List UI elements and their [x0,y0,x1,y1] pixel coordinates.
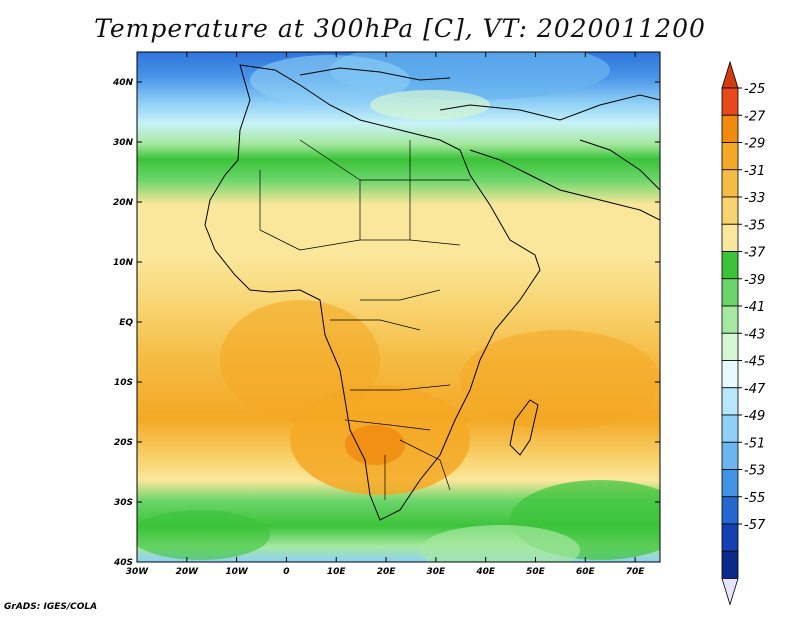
colorbar-label: -57 [744,518,766,533]
colorbar-swatch [721,251,739,280]
lon-tick-label: 50E [526,567,546,577]
colorbar-label: -47 [744,382,766,397]
colorbar-label: -37 [744,246,766,261]
colorbar-swatch [721,332,739,361]
coastlines [204,64,660,521]
colorbar-label: -49 [744,409,765,424]
lon-tick-label: 70E [626,567,646,577]
lon-tick-label: 30E [427,567,447,577]
colorbar-swatch [721,441,739,470]
colorbar-label: -43 [744,327,765,342]
colorbar-label: -27 [744,109,766,124]
plot-frame [136,51,661,563]
lon-tick-label: 60E [576,567,596,577]
colorbar-label: -29 [744,137,765,152]
lon-tick-label: 20W [176,567,200,577]
colorbar-label: -35 [744,218,765,233]
colorbar-swatch [721,496,739,525]
credit-text: GrADS: IGES/COLA [4,602,98,612]
colorbar-label: -41 [744,300,765,315]
colorbar-label: -55 [744,491,765,506]
longitude-axis: 30W 20W 10W 0 10E 20E 30E 40E 50E 60E 70E [126,52,646,577]
lon-tick-label: 40E [475,567,496,577]
colorbar-bottom-arrow [721,578,739,606]
map-title: Temperature at 300hPa [C], VT: 202001120… [94,14,706,43]
colorbar-swatch [721,360,739,389]
colorbar-swatch [721,223,739,252]
colorbar-swatch [721,87,739,116]
lat-tick-label: 30N [113,138,134,148]
country-borders [259,139,470,500]
lat-tick-label: 40S [113,558,133,568]
lat-tick-label: EQ [119,318,133,328]
colorbar-label: -51 [744,436,765,451]
colorbar-swatch [721,550,739,579]
lat-tick-label: 20S [114,438,133,448]
colorbar: -25 -27 -29 -31 -33 -35 -37 -39 -41 -43 -45 -47 -49 -… [721,60,766,606]
temperature-field [137,52,660,562]
lat-tick-label: 30S [114,498,133,508]
colorbar-label: -25 [744,82,765,97]
colorbar-swatch [721,469,739,498]
lat-tick-label: 10N [113,258,134,268]
lat-tick-label: 10S [114,378,133,388]
colorbar-swatch [721,305,739,334]
lon-tick-label: 0 [283,567,289,577]
colorbar-swatch [721,278,739,307]
colorbar-swatch [721,196,739,225]
lat-tick-label: 20N [113,198,134,208]
lon-tick-label: 30W [126,567,150,577]
lon-tick-label: 20E [377,567,397,577]
colorbar-swatch [721,387,739,416]
colorbar-swatch [721,142,739,171]
lon-tick-label: 10E [327,567,347,577]
lat-tick-label: 40N [112,78,134,88]
colorbar-label: -39 [744,273,765,288]
colorbar-swatch [721,414,739,443]
colorbar-label: -45 [744,355,765,370]
colorbar-swatch [721,169,739,198]
lon-tick-label: 10W [225,567,249,577]
colorbar-label: -53 [744,464,765,479]
colorbar-swatch [721,523,739,552]
latitude-axis: 40N 30N 20N 10N EQ 10S 20S 30S 40S [112,78,660,568]
colorbar-swatch [721,114,739,143]
colorbar-top-arrow [721,60,739,89]
colorbar-label: -33 [744,191,765,206]
colorbar-label: -31 [744,164,765,179]
